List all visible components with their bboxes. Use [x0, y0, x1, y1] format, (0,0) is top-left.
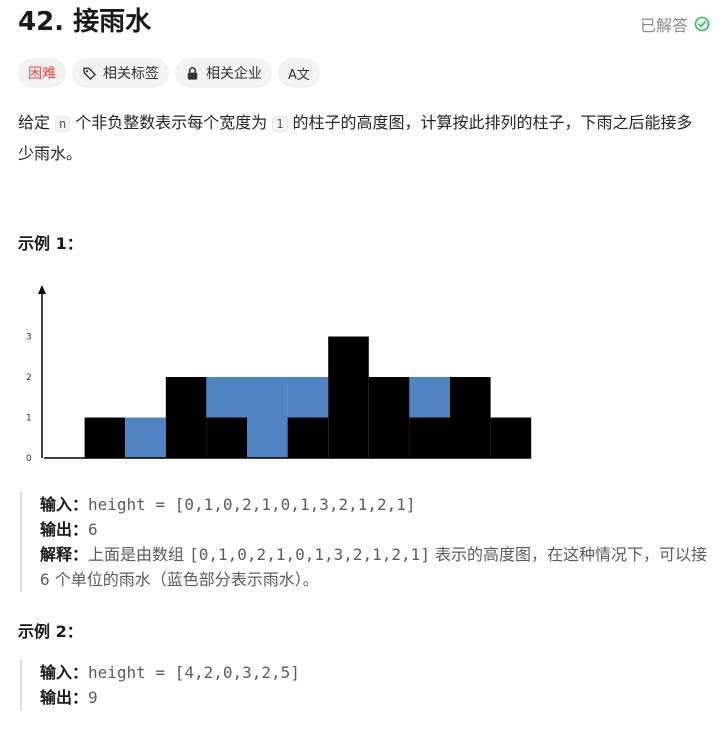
elevation-bar — [490, 417, 532, 458]
water-segment — [206, 377, 247, 418]
elevation-bar — [450, 377, 491, 458]
elevation-map-chart: 0 1 2 3 — [26, 285, 532, 464]
translate-icon: A文 — [288, 67, 310, 83]
example-1-output: 输出：6 — [40, 520, 98, 539]
elevation-bar — [328, 336, 369, 458]
example-1-input: 输入：height = [0,1,0,2,1,0,1,3,2,1,2,1] — [40, 495, 416, 514]
y-tick-label: 1 — [26, 414, 32, 424]
elevation-bar — [165, 377, 207, 458]
water-segment — [247, 377, 288, 458]
check-circle-icon — [694, 16, 710, 32]
related-companies-button[interactable]: 相关企业 — [175, 58, 272, 88]
difficulty-badge: 困难 — [18, 58, 66, 88]
example-2-heading: 示例 2： — [18, 622, 83, 641]
y-tick-label: 3 — [26, 333, 32, 343]
example-1-heading: 示例 1： — [18, 234, 83, 253]
elevation-bar — [368, 377, 410, 458]
title-row: 42. 接雨水 已解答 — [18, 4, 710, 40]
related-topics-label: 相关标签 — [103, 66, 159, 82]
related-companies-label: 相关企业 — [206, 66, 262, 82]
example-1-explanation: 解释：上面是由数组 [0,1,0,2,1,0,1,3,2,1,2,1] 表示的高… — [40, 545, 708, 589]
inline-code-1: 1 — [272, 116, 288, 132]
elevation-bar — [409, 417, 450, 458]
water-segment — [287, 377, 329, 418]
tag-icon — [83, 67, 96, 80]
inline-code-n: n — [55, 116, 71, 132]
water-segment — [125, 417, 166, 458]
example-1-box: 输入：height = [0,1,0,2,1,0,1,3,2,1,2,1] 输出… — [20, 492, 712, 592]
elevation-bar — [206, 417, 247, 458]
solved-status[interactable]: 已解答 — [640, 12, 710, 36]
example-2-box: 输入：height = [4,2,0,3,2,5] 输出：9 — [20, 660, 712, 710]
problem-description: 给定 n 个非负整数表示每个宽度为 1 的柱子的高度图，计算按此排列的柱子，下雨之后能接… — [18, 113, 693, 163]
problem-title: 42. 接雨水 — [18, 7, 152, 37]
related-topics-button[interactable]: 相关标签 — [72, 58, 169, 88]
example-2-input: 输入：height = [4,2,0,3,2,5] — [40, 663, 300, 682]
y-axis-arrow — [38, 285, 46, 294]
translate-button[interactable]: A文 — [278, 58, 320, 88]
solved-label: 已解答 — [639, 16, 688, 35]
water-segment — [409, 377, 450, 418]
difficulty-label: 困难 — [28, 66, 56, 82]
elevation-bar — [84, 417, 126, 458]
y-tick-label: 0 — [26, 454, 32, 464]
y-tick-label: 2 — [26, 373, 32, 383]
tag-bar: 困难 相关标签 相关企业 A文 — [18, 58, 320, 88]
example-2-output: 输出：9 — [40, 688, 98, 707]
lock-icon — [187, 66, 198, 80]
elevation-bar — [287, 417, 329, 458]
